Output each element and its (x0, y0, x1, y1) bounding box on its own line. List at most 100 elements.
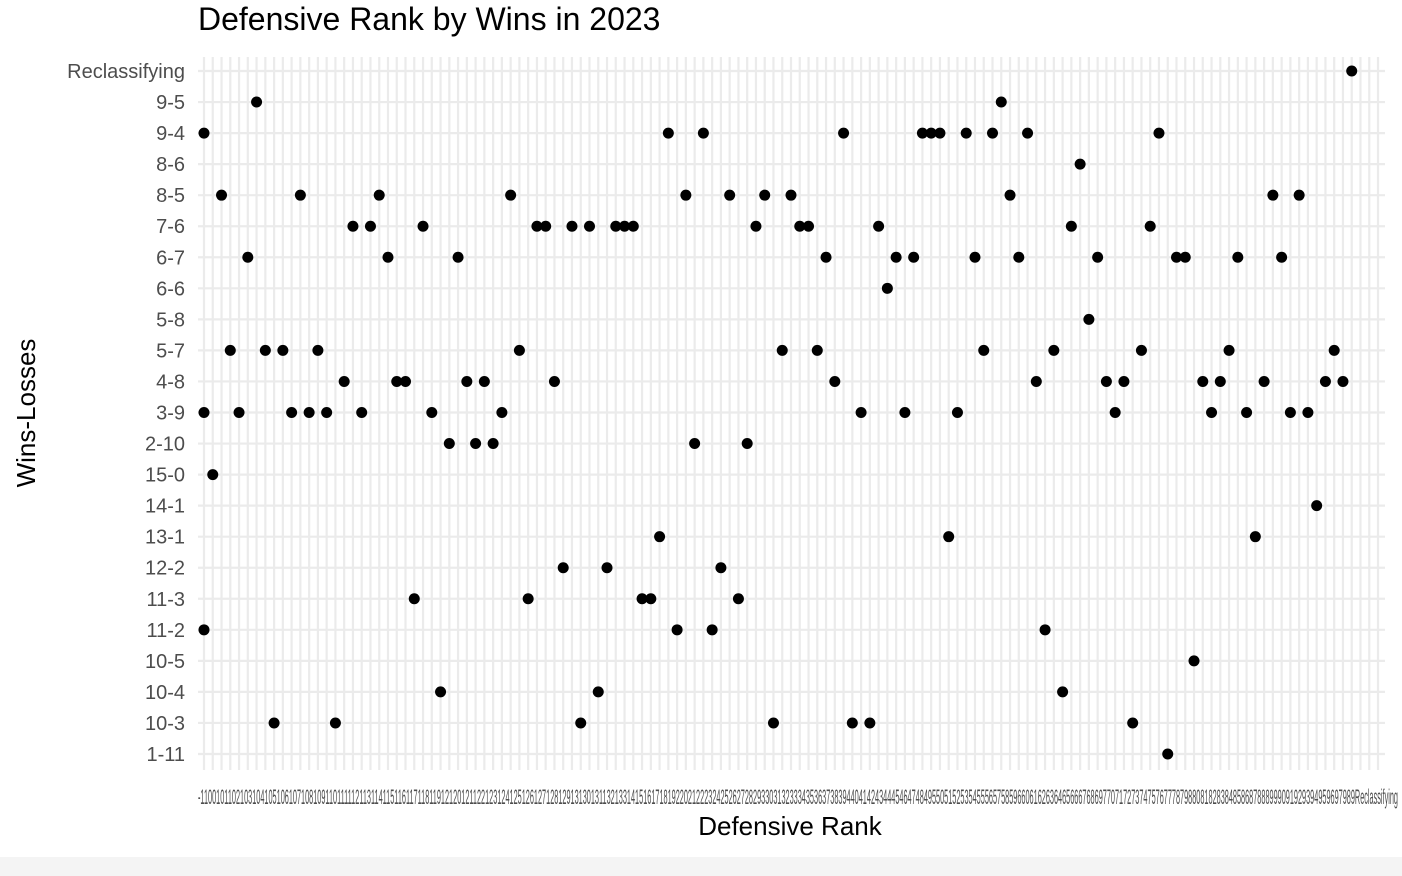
data-point (1118, 375, 1130, 387)
data-point (689, 438, 701, 450)
data-point (1206, 407, 1218, 418)
y-tick-label: 10-5 (145, 651, 185, 673)
data-point (1241, 407, 1253, 418)
data-point (627, 220, 639, 232)
y-tick-label: 13-1 (145, 527, 185, 549)
data-point (329, 717, 341, 729)
y-tick-label: 11-2 (146, 620, 185, 642)
data-point (1065, 220, 1077, 232)
data-point (592, 686, 604, 698)
data-point (400, 375, 412, 387)
data-point (785, 189, 797, 201)
data-point (890, 251, 902, 263)
data-point (925, 127, 937, 139)
data-point (916, 127, 928, 139)
data-point (224, 344, 236, 356)
data-point (286, 407, 298, 418)
y-tick-label: 6-7 (156, 247, 185, 269)
data-point (610, 220, 622, 232)
data-point (1284, 407, 1296, 418)
data-point (373, 189, 385, 201)
data-point (566, 220, 578, 232)
data-point (548, 375, 560, 387)
data-point (356, 407, 368, 418)
data-point (426, 407, 438, 418)
data-point (645, 593, 657, 605)
data-point (724, 189, 736, 201)
data-point (1214, 375, 1226, 387)
data-point (776, 344, 788, 356)
data-points (198, 65, 1358, 760)
data-point (1232, 251, 1244, 263)
data-point (811, 344, 823, 356)
y-axis-label: Wins-Losses (11, 339, 41, 488)
data-point (636, 593, 648, 605)
data-point (671, 624, 683, 636)
data-point (1197, 375, 1209, 387)
data-point (960, 127, 972, 139)
data-point (338, 375, 350, 387)
data-point (908, 251, 920, 263)
data-point (242, 251, 254, 263)
data-point (470, 438, 482, 450)
data-point (1311, 500, 1323, 512)
data-point (706, 624, 718, 636)
data-point (1293, 189, 1305, 201)
data-point (1276, 251, 1288, 263)
data-point (259, 344, 271, 356)
y-tick-label: 3-9 (156, 403, 185, 425)
y-tick-label: 12-2 (145, 558, 185, 580)
data-point (1249, 531, 1261, 543)
y-tick-label: Reclassifying (67, 61, 185, 83)
data-point (838, 127, 850, 139)
data-point (741, 438, 753, 450)
data-point (846, 717, 858, 729)
data-point (207, 469, 219, 481)
data-point (995, 96, 1007, 108)
y-tick-label: 10-4 (145, 682, 185, 704)
data-point (794, 220, 806, 232)
data-point (1135, 344, 1147, 356)
data-point (251, 96, 263, 108)
data-point (750, 220, 762, 232)
data-point (881, 282, 893, 294)
data-point (820, 251, 832, 263)
data-point (408, 593, 420, 605)
data-point (321, 407, 333, 418)
y-tick-label: 9-5 (156, 92, 185, 114)
data-point (1328, 344, 1340, 356)
y-tick-label: 14-1 (145, 496, 185, 518)
y-tick-label: 5-7 (156, 340, 185, 362)
data-point (496, 407, 508, 418)
data-point (294, 189, 306, 201)
data-point (417, 220, 429, 232)
data-point (1100, 375, 1112, 387)
data-point (1319, 375, 1331, 387)
y-tick-label: 1-11 (146, 744, 185, 766)
data-point (268, 717, 280, 729)
data-point (1109, 407, 1121, 418)
data-point (715, 562, 727, 574)
data-point (382, 251, 394, 263)
data-point (216, 189, 228, 201)
data-point (943, 531, 955, 543)
data-point (829, 375, 841, 387)
data-point (505, 189, 517, 201)
data-point (619, 220, 631, 232)
data-point (1039, 624, 1051, 636)
data-point (452, 251, 464, 263)
y-tick-label: 8-6 (156, 154, 185, 176)
data-point (513, 344, 525, 356)
data-point (1267, 189, 1279, 201)
data-point (803, 220, 815, 232)
data-point (575, 717, 587, 729)
x-axis-label: Defensive Rank (698, 811, 883, 841)
data-point (1092, 251, 1104, 263)
y-tick-label: 10-3 (145, 713, 185, 735)
data-point (969, 251, 981, 263)
y-tick-label: 11-3 (146, 589, 185, 611)
data-point (1337, 375, 1349, 387)
data-point (654, 531, 666, 543)
data-point (767, 717, 779, 729)
data-point (1162, 748, 1174, 760)
